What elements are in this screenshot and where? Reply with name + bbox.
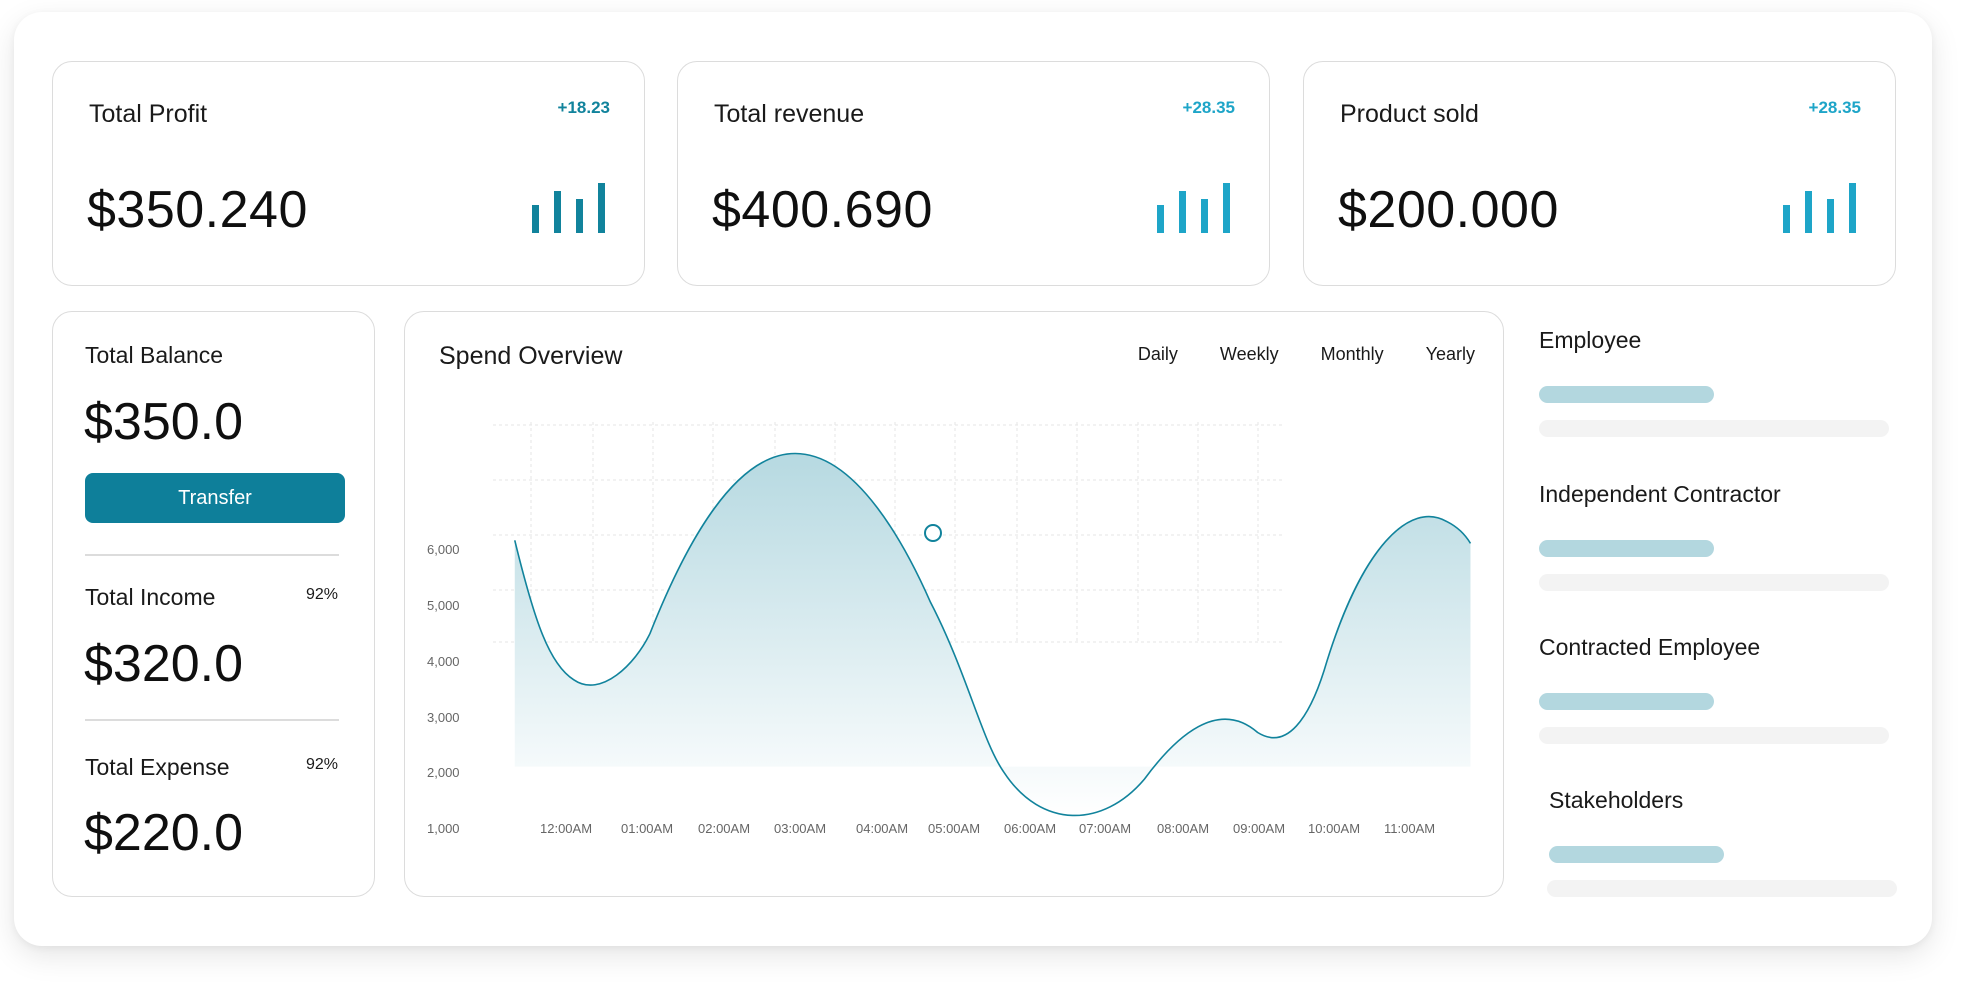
y-tick-label: 1,000 — [427, 821, 460, 836]
category-track — [1547, 880, 1897, 897]
tab-yearly[interactable]: Yearly — [1425, 344, 1475, 364]
spend-chart: 1,000 2,000 3,000 4,000 5,000 6,000 12:00AM 01:… — [427, 422, 1505, 836]
stat-title: Product sold — [1340, 100, 1479, 128]
category-bar — [1539, 540, 1714, 557]
stat-delta: +18.23 — [557, 98, 610, 117]
transfer-button[interactable]: Transfer — [85, 473, 345, 523]
category-label: Employee — [1539, 327, 1642, 353]
stat-delta: +28.35 — [1182, 98, 1235, 117]
divider — [85, 554, 339, 556]
stat-delta: +28.35 — [1808, 98, 1861, 117]
x-tick-label: 05:00AM — [928, 821, 980, 836]
bar-chart-icon — [1157, 183, 1230, 233]
stat-title: Total Profit — [89, 100, 208, 128]
y-tick-label: 6,000 — [427, 542, 460, 557]
total-expense-percent: 92% — [305, 756, 338, 773]
x-tick-label: 09:00AM — [1233, 821, 1285, 836]
stat-card-total-profit: Total Profit +18.23 $350.240 — [52, 61, 645, 286]
highlight-point — [924, 524, 942, 542]
category-bar — [1539, 693, 1714, 710]
x-tick-label: 01:00AM — [621, 821, 673, 836]
period-tabs: Daily Weekly Monthly Yearly — [1096, 344, 1475, 365]
stat-card-product-sold: Product sold +28.35 $200.000 — [1303, 61, 1896, 286]
category-label: Independent Contractor — [1539, 481, 1781, 507]
category-stakeholders: Stakeholders — [1547, 787, 1901, 902]
y-tick-label: 2,000 — [427, 765, 460, 780]
total-balance-value: $350.0 — [84, 393, 244, 451]
x-tick-label: 03:00AM — [774, 821, 826, 836]
category-label: Contracted Employee — [1539, 634, 1761, 660]
tab-weekly[interactable]: Weekly — [1219, 344, 1279, 364]
bar-chart-icon — [532, 183, 605, 233]
bar-chart-icon — [1783, 183, 1856, 233]
category-track — [1539, 574, 1889, 591]
category-independent-contractor: Independent Contractor — [1539, 481, 1891, 596]
x-tick-label: 06:00AM — [1004, 821, 1056, 836]
stat-value: $400.690 — [712, 181, 933, 239]
category-bar — [1549, 846, 1724, 863]
stat-title: Total revenue — [714, 100, 865, 128]
total-expense-value: $220.0 — [84, 804, 244, 862]
x-tick-label: 08:00AM — [1157, 821, 1209, 836]
spend-overview-card: 1,000 2,000 3,000 4,000 5,000 6,000 12:00AM 01:… — [404, 311, 1504, 897]
stat-value: $200.000 — [1338, 181, 1559, 239]
y-tick-label: 4,000 — [427, 654, 460, 669]
curve-group — [515, 454, 1471, 816]
category-contracted-employee: Contracted Employee — [1539, 634, 1891, 749]
x-tick-label: 04:00AM — [856, 821, 908, 836]
category-employee: Employee — [1539, 327, 1891, 442]
x-tick-label: 12:00AM — [540, 821, 592, 836]
x-tick-label: 02:00AM — [698, 821, 750, 836]
tab-daily[interactable]: Daily — [1137, 344, 1178, 364]
total-income-percent: 92% — [305, 586, 338, 603]
stat-card-total-revenue: Total revenue +28.35 $400.690 — [677, 61, 1270, 286]
divider — [85, 719, 339, 721]
category-track — [1539, 727, 1889, 744]
y-tick-label: 5,000 — [427, 598, 460, 613]
total-income-label: Total Income — [85, 584, 216, 610]
x-tick-label: 11:00AM — [1384, 821, 1435, 836]
x-tick-label: 07:00AM — [1079, 821, 1131, 836]
x-tick-label: 10:00AM — [1308, 821, 1360, 836]
category-bar — [1539, 386, 1714, 403]
balance-card: Total Balance $350.0 Transfer Total Inco… — [52, 311, 375, 897]
tab-monthly[interactable]: Monthly — [1320, 344, 1384, 364]
chart-title: Spend Overview — [439, 342, 623, 370]
spend-area — [514, 453, 1471, 816]
category-label: Stakeholders — [1549, 787, 1684, 813]
total-balance-label: Total Balance — [85, 342, 224, 368]
category-track — [1539, 420, 1889, 437]
total-income-value: $320.0 — [84, 635, 244, 693]
spend-line — [515, 454, 1471, 816]
stat-value: $350.240 — [87, 181, 308, 239]
total-expense-label: Total Expense — [85, 754, 230, 780]
y-tick-label: 3,000 — [427, 710, 460, 725]
